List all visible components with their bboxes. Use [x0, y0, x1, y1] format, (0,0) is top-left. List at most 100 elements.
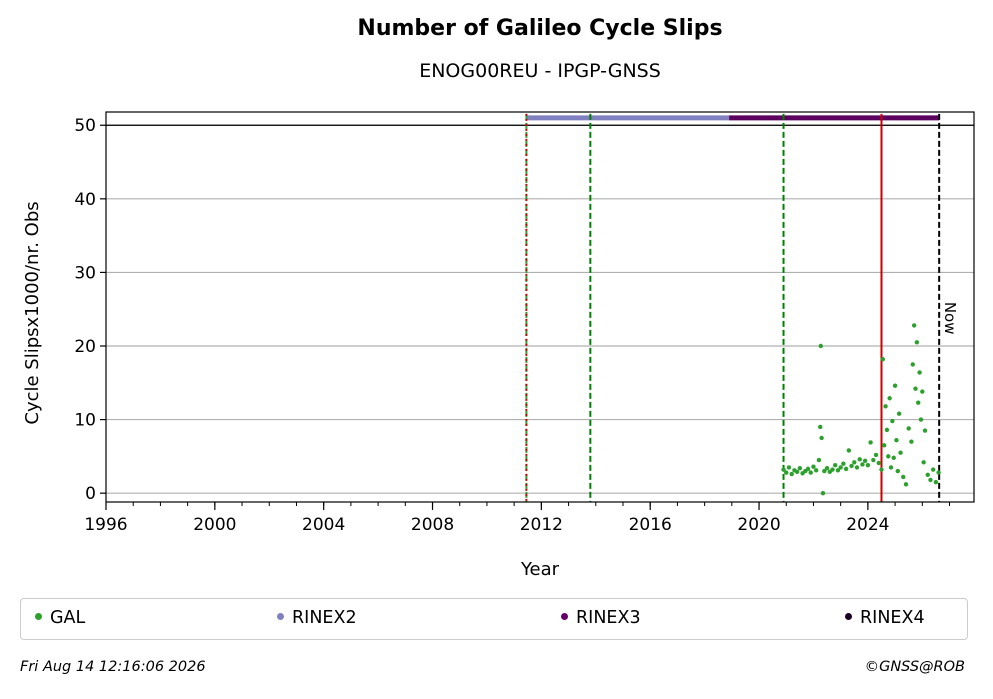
- data-point: [901, 474, 906, 480]
- data-point: [895, 468, 901, 474]
- data-point: [887, 396, 892, 401]
- data-point: [884, 427, 890, 433]
- y-tick-label: 40: [74, 190, 96, 210]
- data-point: [909, 439, 914, 444]
- legend-marker: [277, 612, 284, 620]
- data-point: [890, 418, 895, 424]
- legend-label: RINEX4: [860, 608, 925, 628]
- data-point: [922, 428, 928, 433]
- data-point: [920, 389, 925, 394]
- data-point: [781, 467, 786, 472]
- x-tick-label: 2004: [302, 515, 345, 535]
- data-point: [841, 461, 846, 466]
- data-point: [822, 468, 827, 474]
- data-point: [883, 404, 888, 409]
- y-tick-label: 0: [85, 484, 96, 504]
- legend-item-rinex3: RINEX3: [561, 608, 641, 628]
- data-point: [854, 465, 860, 470]
- data-point: [896, 411, 902, 416]
- x-axis-label: Year: [520, 559, 560, 580]
- data-point: [818, 343, 824, 349]
- data-point: [833, 463, 838, 468]
- data-point: [784, 470, 789, 475]
- data-point: [852, 460, 857, 465]
- x-tick-label: 2016: [629, 515, 672, 535]
- data-point: [882, 443, 887, 448]
- data-point: [813, 468, 819, 473]
- y-tick-label: 50: [74, 116, 96, 136]
- data-point: [910, 362, 915, 367]
- data-point: [830, 467, 835, 472]
- plot-frame: [105, 111, 975, 503]
- y-axis-label: Cycle Slipsx1000/nr. Obs: [22, 201, 43, 424]
- data-point: [816, 457, 822, 463]
- data-point: [820, 490, 826, 496]
- x-tick-label: 2012: [520, 515, 563, 535]
- data-point: [911, 323, 917, 328]
- chart-title: Number of Galileo Cycle Slips: [357, 16, 723, 41]
- data-point: [811, 464, 816, 469]
- legend-label: GAL: [50, 608, 86, 628]
- legend-item-gal: GAL: [35, 608, 85, 628]
- data-point: [886, 454, 891, 459]
- data-point: [921, 460, 926, 465]
- legend: GAL RINEX2 RINEX3 RINEX4: [20, 598, 968, 640]
- data-point: [928, 477, 933, 483]
- legend-label: RINEX3: [576, 608, 641, 628]
- data-point: [914, 340, 920, 345]
- x-tick-label: 2020: [737, 515, 780, 535]
- data-point: [838, 465, 843, 470]
- data-point: [892, 383, 898, 388]
- data-point: [879, 467, 884, 472]
- footer-timestamp: Fri Aug 14 12:16:06 2026: [20, 659, 206, 675]
- data-point: [894, 437, 899, 443]
- data-point: [835, 468, 841, 473]
- chart-subtitle: ENOG00REU - IPGP-GNSS: [419, 60, 661, 82]
- data-point: [868, 440, 873, 445]
- x-tick-label: 1996: [84, 515, 127, 535]
- legend-item-rinex4: RINEX4: [845, 608, 925, 628]
- data-point: [786, 465, 792, 470]
- y-tick-label: 20: [74, 337, 96, 357]
- x-tick-label: 2024: [846, 515, 889, 535]
- data-point: [862, 458, 868, 463]
- data-point: [933, 479, 939, 485]
- legend-marker: [845, 612, 852, 620]
- x-tick-label: 2000: [193, 515, 236, 535]
- data-point: [898, 450, 903, 455]
- data-point: [843, 466, 849, 472]
- data-point: [808, 470, 813, 475]
- data-point: [789, 471, 794, 477]
- data-point: [819, 435, 824, 441]
- data-point: [918, 417, 924, 422]
- data-point: [913, 386, 918, 391]
- legend-item-rinex2: RINEX2: [277, 608, 357, 628]
- footer-credit: ©GNSS@ROB: [864, 659, 965, 675]
- data-point: [903, 482, 909, 487]
- data-point: [805, 466, 811, 472]
- data-point: [818, 424, 823, 430]
- legend-marker: [561, 612, 568, 620]
- y-tick-label: 30: [74, 263, 96, 283]
- data-point: [891, 455, 896, 461]
- data-point: [794, 469, 800, 475]
- data-point: [849, 463, 854, 469]
- legend-label: RINEX2: [292, 608, 357, 628]
- now-label: Now: [941, 302, 959, 335]
- data-point: [917, 370, 922, 375]
- data-point: [824, 465, 830, 471]
- data-point: [936, 470, 941, 475]
- data-point: [930, 467, 936, 472]
- x-tick-label: 2008: [411, 515, 454, 535]
- data-point: [797, 465, 803, 471]
- data-point: [888, 465, 894, 470]
- data-point: [846, 448, 852, 453]
- data-point: [873, 452, 879, 458]
- data-point: [880, 357, 886, 362]
- chart-canvas: Now 0 10 20 30 40 50 1996 2000 2004 2008 2012 2016 20…: [22, 111, 975, 580]
- legend-marker: [35, 612, 42, 620]
- data-point: [857, 457, 862, 462]
- data-point: [860, 462, 865, 467]
- data-point: [876, 460, 881, 466]
- y-tick-label: 10: [74, 411, 96, 431]
